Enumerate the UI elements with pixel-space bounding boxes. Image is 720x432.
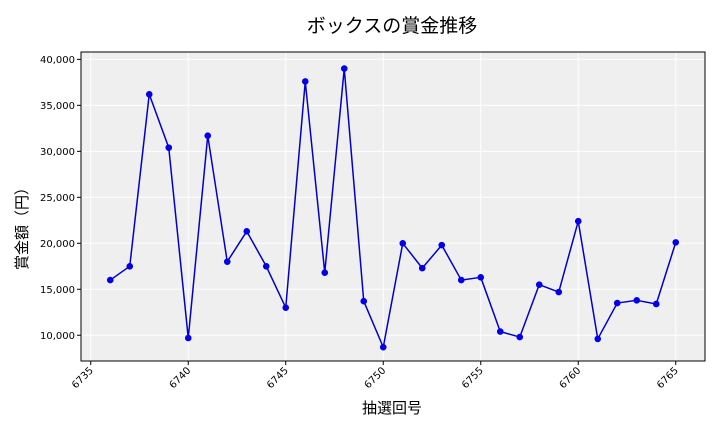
data-point (282, 304, 290, 311)
data-point (145, 91, 153, 98)
x-tick-label: 6740 (168, 365, 194, 391)
plot-frame (80, 51, 706, 362)
series-layer (106, 65, 680, 351)
x-tick-label: 6755 (460, 365, 486, 391)
data-point (477, 274, 485, 281)
y-tick-label: 30,000 (40, 147, 75, 158)
x-tick-label: 6760 (558, 365, 584, 391)
data-point (535, 281, 543, 288)
y-tick-label: 20,000 (40, 239, 75, 250)
data-point (633, 297, 641, 304)
data-point (184, 334, 192, 342)
data-point (438, 241, 446, 249)
x-tick-label: 6745 (265, 365, 291, 391)
y-tick-label: 35,000 (40, 101, 75, 112)
data-point (301, 78, 309, 85)
chart-title: ボックスの賞金推移 (307, 15, 477, 37)
data-point (516, 333, 524, 341)
data-point (555, 288, 563, 296)
x-tick-label: 6750 (363, 365, 389, 391)
x-axis-label: 抽選回号 (362, 399, 422, 417)
x-tick-label: 6735 (70, 365, 96, 391)
data-point (165, 144, 173, 151)
data-point (204, 132, 212, 139)
x-tick-label: 6765 (655, 365, 681, 391)
data-point (321, 269, 329, 277)
y-tick-label: 40,000 (40, 55, 75, 66)
data-point (496, 328, 504, 335)
data-point (106, 276, 114, 284)
axes (77, 51, 706, 365)
data-point (379, 343, 387, 351)
data-point (672, 239, 680, 246)
data-point (457, 276, 465, 284)
data-point (399, 239, 407, 247)
y-tick-label: 15,000 (40, 285, 75, 296)
y-tick-label: 10,000 (40, 331, 75, 342)
data-point (574, 217, 582, 225)
data-point (262, 262, 270, 270)
y-tick-label: 25,000 (40, 193, 75, 204)
data-point (126, 262, 134, 270)
data-point (360, 297, 368, 305)
data-point (418, 264, 426, 272)
data-point (340, 65, 348, 72)
series-line (109, 67, 677, 348)
y-axis-label: 賞金額（円） (13, 180, 31, 270)
data-point (594, 335, 602, 343)
data-point (243, 228, 251, 235)
data-point (613, 299, 621, 307)
data-point (652, 300, 660, 308)
data-point (223, 258, 231, 265)
